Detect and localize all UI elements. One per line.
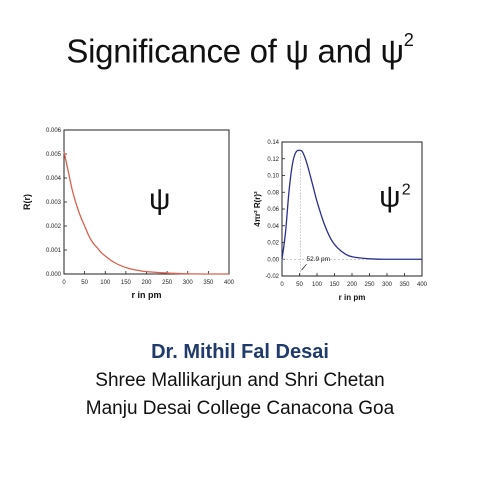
y-tick-label: 0.001 [46,248,62,254]
x-tick-label: 50 [296,282,303,288]
chart-probability-density: 0 50 100 150 200 250 300 350 400 -0.02 0.00 0.02 0.0… [252,130,442,310]
y-tick-label: 0.06 [267,207,279,213]
annotation-arrow [301,264,307,271]
y-tick-label: 0.003 [46,200,62,206]
x-tick-label: 250 [162,280,173,286]
chart-wavefunction-svg: 0 50 100 150 200 250 300 350 400 0.000 0.001 0.002 0… [22,128,235,300]
plot-frame [63,129,230,275]
y-tick-label: 0.14 [267,140,279,146]
x-tick-label: 200 [141,280,152,286]
x-tick-label: 100 [312,282,323,288]
y-axis-label: 4πr² R(r)² [253,191,262,227]
y-tick-label: 0.00 [267,257,279,263]
x-tick-label: 250 [364,282,375,288]
y-tick-label: 0.12 [267,157,279,163]
x-axis-label: r in pm [339,293,366,302]
x-tick-label: 300 [183,280,194,286]
series-line [281,149,422,260]
psi-symbol: ψ [149,183,170,216]
y-tick-label: 0.02 [267,241,279,247]
y-tick-label: -0.02 [265,274,279,280]
psi-symbol: ψ [379,180,400,213]
x-tick-label: 0 [280,282,284,288]
y-tick-label: 0.004 [46,176,62,182]
psi-superscript: 2 [402,181,411,198]
x-tick-label: 0 [62,280,66,286]
affiliation-line-2: Manju Desai College Canacona Goa [85,398,395,419]
plot-frame [281,141,423,277]
x-tick-label: 350 [399,282,410,288]
y-tick-label: 0.000 [46,272,62,278]
author-name: Dr. Mithil Fal Desai [151,341,329,363]
slide-title: Significance of ψ and ψ2 [0,30,480,70]
annotation-label: 52.9 pm [307,256,331,263]
y-tick-label: 0.10 [267,174,279,180]
y-axis-label: R(r) [22,194,32,210]
x-tick-label: 100 [100,280,111,286]
y-tick-label: 0.08 [267,190,279,196]
y-tick-label: 0.006 [46,128,62,134]
y-tick-label: 0.04 [267,224,279,230]
x-tick-label: 50 [81,280,88,286]
x-tick-label: 300 [382,282,393,288]
affiliation-line-1: Shree Mallikarjun and Shri Chetan [95,370,385,391]
y-tick-label: 0.002 [46,224,62,230]
x-tick-label: 400 [224,280,235,286]
x-tick-label: 200 [347,282,358,288]
x-axis-label: r in pm [131,290,161,300]
x-tick-label: 150 [121,280,132,286]
chart-wavefunction: 0 50 100 150 200 250 300 350 400 0.000 0.001 0.002 0… [22,122,240,322]
x-tick-label: 350 [203,280,214,286]
series-line [63,151,230,275]
x-tick-label: 400 [417,282,428,288]
title-text: Significance of ψ and ψ [66,32,404,70]
chart-probability-density-svg: 0 50 100 150 200 250 300 350 400 -0.02 0.00 0.02 0.0… [253,140,428,302]
y-tick-label: 0.005 [46,152,62,158]
x-tick-label: 150 [329,282,340,288]
title-superscript: 2 [403,30,414,50]
